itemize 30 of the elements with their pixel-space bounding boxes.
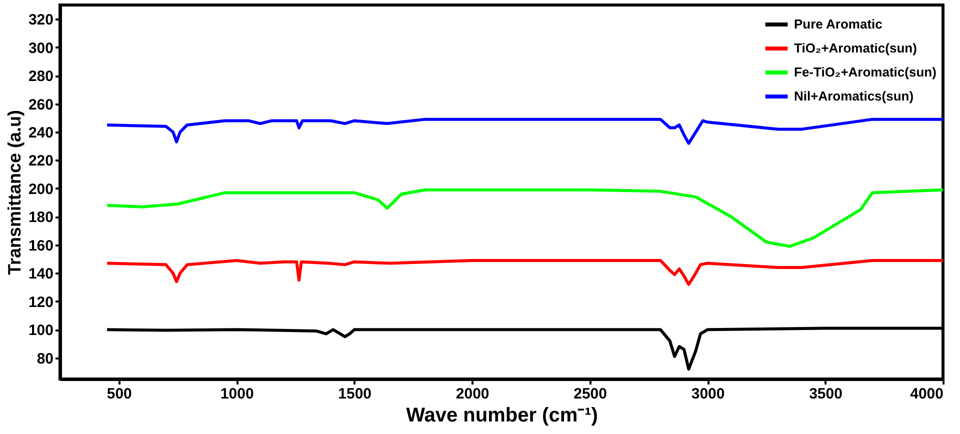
line-series (106, 118, 944, 145)
y-tick-label: 280 (28, 68, 54, 86)
y-tick-label: 320 (28, 12, 54, 29)
x-tick-label: 3500 (809, 386, 842, 402)
x-tick-label: 1500 (338, 386, 372, 402)
y-tick-label: 260 (28, 96, 54, 114)
y-tick-label: 160 (28, 237, 54, 254)
x-tick-label: 500 (106, 386, 132, 402)
y-tick-label: 300 (28, 40, 54, 57)
y-tick-label: 180 (28, 209, 54, 226)
line-series (106, 188, 944, 248)
legend-label: TiO₂+Aromatic(sun) (794, 40, 917, 56)
line-series (106, 258, 944, 286)
x-tick-label: 4000 (910, 386, 944, 402)
y-tick-label: 200 (28, 180, 54, 198)
x-axis-title: Wave number (cm⁻¹) (406, 404, 598, 426)
legend-label: Fe-TiO₂+Aromatic(sun) (794, 64, 936, 80)
y-tick-label: 220 (28, 152, 54, 170)
x-tick-label: 2000 (456, 386, 490, 402)
legend-label: Nil+Aromatics(sun) (794, 88, 914, 104)
y-tick-label: 240 (28, 124, 54, 142)
y-tick-label: 80 (36, 350, 54, 368)
legend-label: Pure Aromatic (794, 16, 882, 32)
x-tick-label: 3000 (691, 386, 725, 402)
y-tick-label: 140 (28, 266, 54, 283)
y-tick-label: 100 (28, 322, 54, 340)
x-tick-label: 2500 (574, 386, 607, 402)
y-axis-title: Transmittance (a.u) (4, 110, 24, 276)
x-tick-label: 1000 (220, 386, 254, 402)
y-tick-label: 120 (28, 294, 54, 311)
